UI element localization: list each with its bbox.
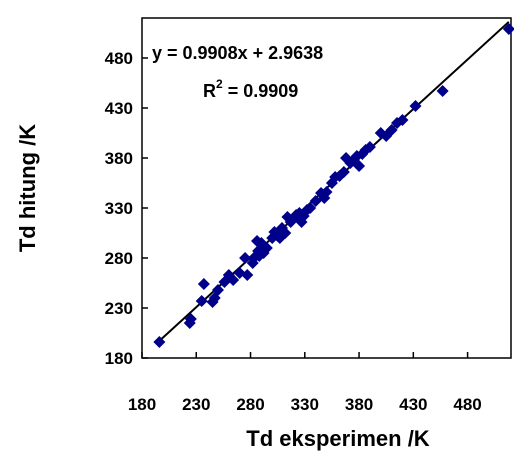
data-point bbox=[197, 278, 210, 290]
data-point bbox=[304, 202, 317, 214]
x-axis-title: Td eksperimen /K bbox=[246, 426, 430, 451]
data-point bbox=[502, 23, 514, 35]
data-point bbox=[241, 269, 254, 281]
data-point bbox=[211, 284, 224, 296]
data-points bbox=[153, 23, 514, 348]
data-point bbox=[227, 274, 240, 286]
x-tick-label: 280 bbox=[236, 395, 264, 414]
data-point bbox=[260, 242, 273, 254]
r-squared-prefix: R bbox=[203, 81, 216, 101]
data-point bbox=[385, 124, 398, 136]
data-point bbox=[239, 252, 252, 264]
y-tick-label: 380 bbox=[105, 149, 133, 168]
y-tick-label: 280 bbox=[105, 249, 133, 268]
x-tick-label: 480 bbox=[453, 395, 481, 414]
data-point bbox=[436, 85, 449, 97]
x-axis-ticks: 180 230 280 330 380 430 480 bbox=[128, 352, 482, 414]
y-tick-label: 430 bbox=[105, 99, 133, 118]
x-tick-label: 430 bbox=[399, 395, 427, 414]
r-squared-annotation: R2 = 0.9909 bbox=[203, 77, 298, 101]
data-point bbox=[279, 227, 292, 239]
data-point bbox=[409, 100, 422, 112]
plot-frame bbox=[141, 17, 512, 359]
data-point bbox=[363, 141, 376, 153]
plot-area bbox=[141, 17, 512, 359]
r-squared-value: = 0.9909 bbox=[223, 81, 299, 101]
data-point bbox=[184, 313, 197, 325]
x-tick-label: 180 bbox=[128, 395, 156, 414]
y-tick-label: 480 bbox=[105, 49, 133, 68]
data-point bbox=[195, 295, 208, 307]
y-tick-label: 330 bbox=[105, 199, 133, 218]
x-tick-label: 330 bbox=[291, 395, 319, 414]
y-tick-label: 180 bbox=[105, 349, 133, 368]
y-axis-ticks: 180 230 280 330 380 430 480 bbox=[105, 49, 148, 368]
x-tick-label: 380 bbox=[345, 395, 373, 414]
data-point bbox=[353, 160, 366, 172]
y-axis-title: Td hitung /K bbox=[15, 124, 40, 252]
data-point bbox=[153, 336, 166, 348]
data-point bbox=[396, 114, 409, 126]
x-tick-label: 230 bbox=[182, 395, 210, 414]
regression-equation: y = 0.9908x + 2.9638 bbox=[152, 43, 323, 63]
data-point bbox=[247, 252, 260, 264]
y-tick-label: 230 bbox=[105, 299, 133, 318]
r-squared-superscript: 2 bbox=[216, 77, 223, 91]
data-point bbox=[337, 166, 350, 178]
data-point bbox=[246, 257, 259, 269]
data-point bbox=[320, 186, 333, 198]
